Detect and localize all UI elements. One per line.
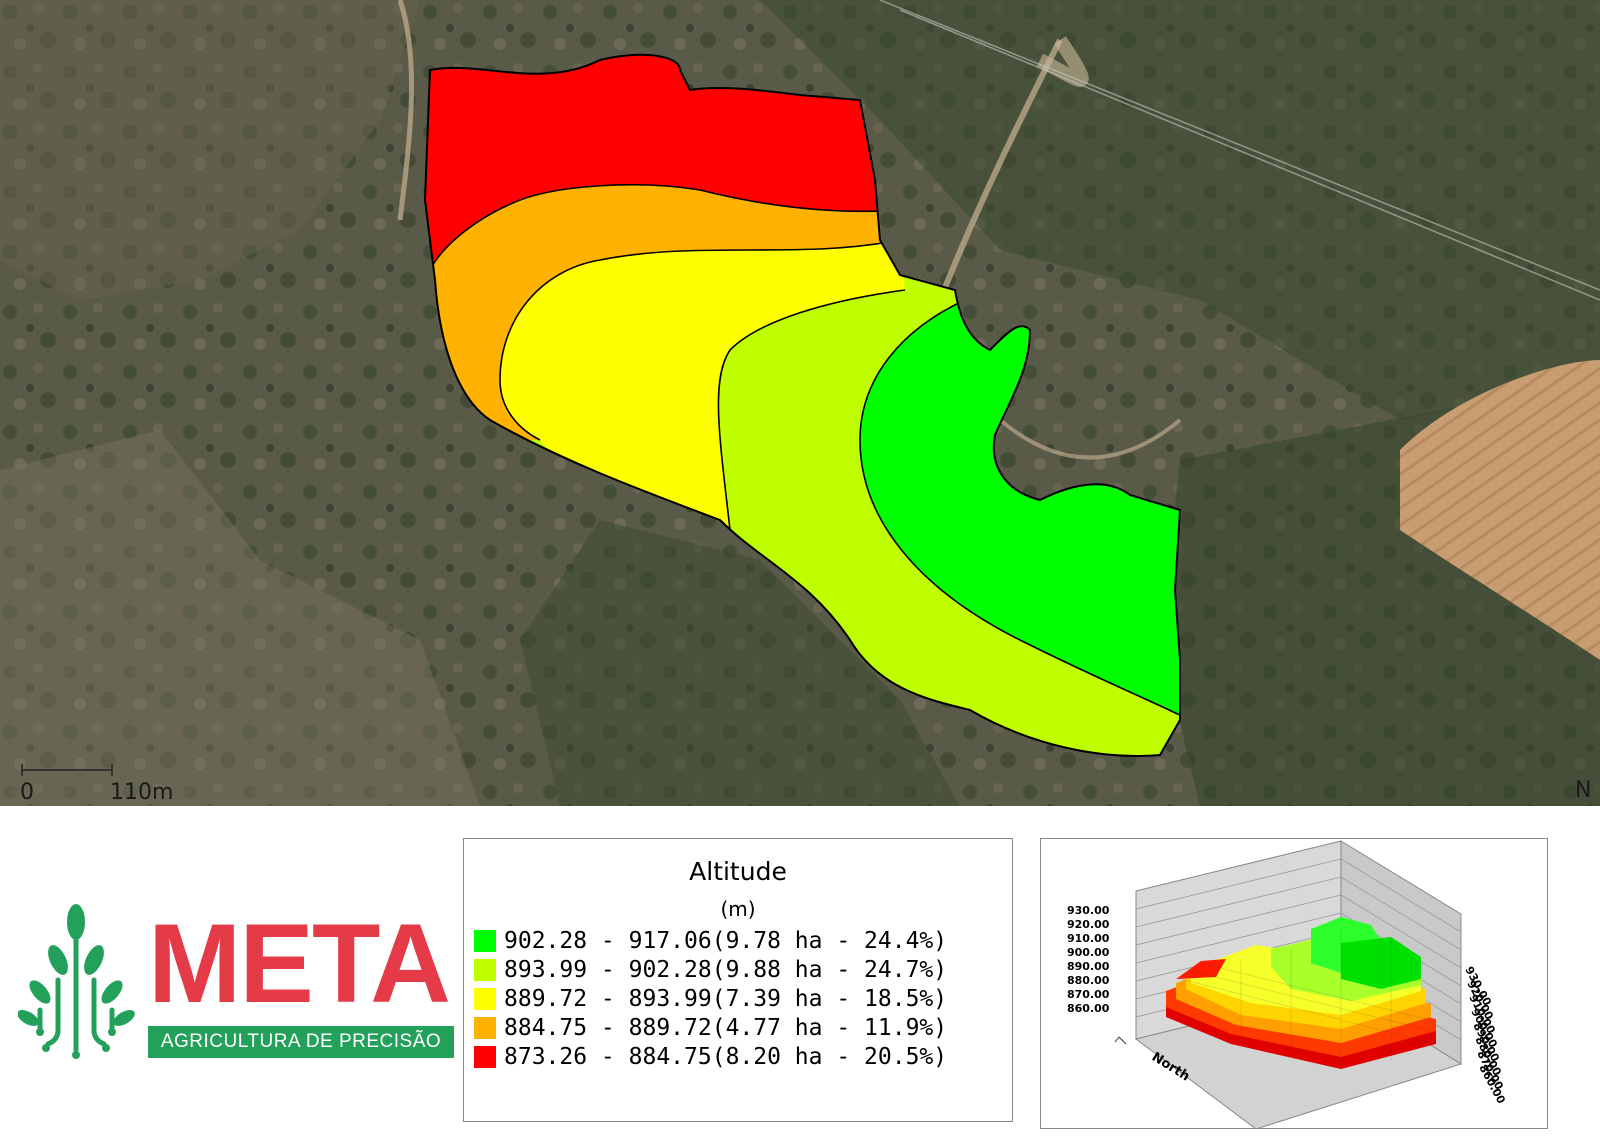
altitude-3d-chart: 930.00 920.00 910.00 900.00 890.00 880.0… — [1040, 838, 1548, 1129]
left-tick: 870.00 — [1067, 988, 1110, 1001]
scale-bar — [21, 764, 113, 776]
plant-emblem-icon — [18, 904, 135, 1059]
legend-title: Altitude — [689, 857, 787, 886]
meta-logo: META AGRICULTURA DE PRECISÃO — [18, 900, 458, 1070]
legend-range: 873.26 - 884.75 — [504, 1043, 712, 1070]
left-tick: 900.00 — [1067, 946, 1110, 959]
legend-swatch — [474, 1045, 496, 1068]
legend-swatch — [474, 929, 496, 952]
left-tick: 910.00 — [1067, 932, 1110, 945]
legend-area: (7.39 ha - 18.5%) — [711, 985, 948, 1012]
legend-range: 884.75 - 889.72 — [504, 1014, 712, 1041]
left-tick: 880.00 — [1067, 974, 1110, 987]
north-axis-arrow-icon — [1114, 1036, 1127, 1045]
altitude-legend: Altitude (m) 902.28 - 917.06 (9.78 ha - … — [463, 838, 1013, 1122]
terrain-blocks — [1166, 917, 1436, 1069]
legend-swatch — [474, 987, 496, 1010]
logo-tagline: AGRICULTURA DE PRECISÃO — [148, 1026, 454, 1058]
legend-row: 893.99 - 902.28 (9.88 ha - 24.7%) — [474, 955, 947, 984]
legend-area: (8.20 ha - 20.5%) — [711, 1043, 948, 1070]
legend-row: 889.72 - 893.99 (7.39 ha - 18.5%) — [474, 984, 947, 1013]
legend-range: 893.99 - 902.28 — [504, 956, 712, 983]
field-map[interactable]: 0 110m N — [0, 0, 1600, 806]
legend-row: 873.26 - 884.75 (8.20 ha - 20.5%) — [474, 1042, 947, 1071]
legend-row: 902.28 - 917.06 (9.78 ha - 24.4%) — [474, 926, 947, 955]
left-tick: 860.00 — [1067, 1002, 1110, 1015]
legend-swatch — [474, 1016, 496, 1039]
satellite-map-canvas — [0, 0, 1600, 806]
legend-range: 889.72 - 893.99 — [504, 985, 712, 1012]
left-tick: 890.00 — [1067, 960, 1110, 973]
logo-wordmark: META — [148, 901, 451, 1026]
north-arrow-label: N — [1575, 778, 1592, 803]
legend-swatch — [474, 958, 496, 981]
legend-row: 884.75 - 889.72 (4.77 ha - 11.9%) — [474, 1013, 947, 1042]
legend-area: (9.78 ha - 24.4%) — [711, 927, 948, 954]
legend-unit: (m) — [720, 897, 756, 921]
chart3d-canvas: 930.00 920.00 910.00 900.00 890.00 880.0… — [1067, 840, 1508, 1128]
legend-range: 902.28 - 917.06 — [504, 927, 712, 954]
left-tick: 920.00 — [1067, 918, 1110, 931]
legend-area: (9.88 ha - 24.7%) — [711, 956, 948, 983]
left-tick: 930.00 — [1067, 904, 1110, 917]
scale-start-label: 0 — [20, 780, 34, 805]
scale-end-label: 110m — [110, 780, 174, 805]
legend-area: (4.77 ha - 11.9%) — [711, 1014, 948, 1041]
